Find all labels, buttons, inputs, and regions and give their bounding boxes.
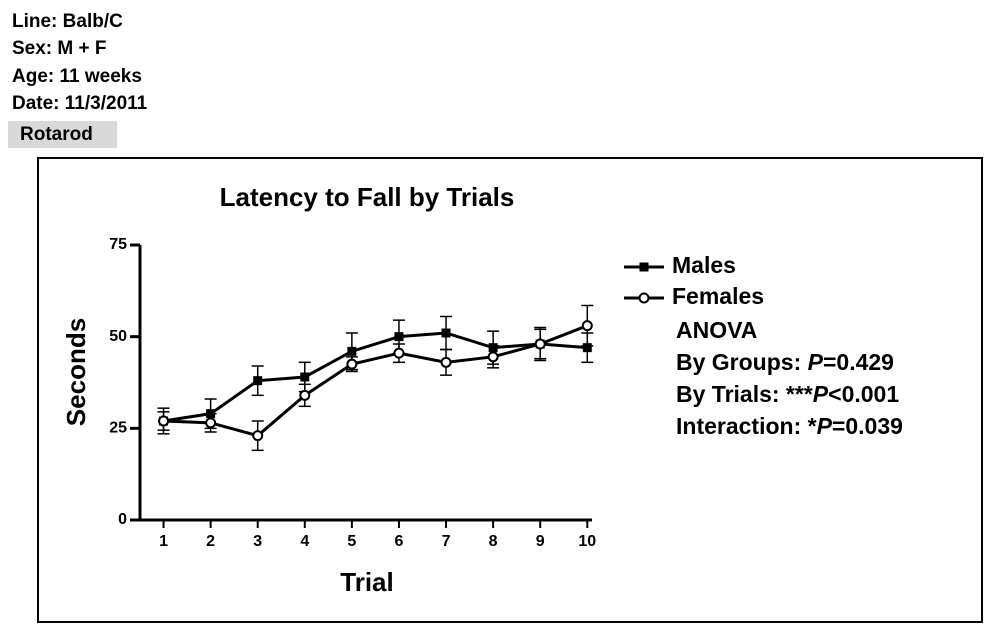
legend-label: Males — [672, 252, 736, 278]
annotation: By Groups: P=0.429 — [676, 349, 894, 375]
marker — [394, 332, 404, 342]
y-tick-label: 25 — [109, 420, 127, 437]
series-line — [163, 331, 588, 423]
header-line: Age: 11 weeks — [12, 66, 142, 87]
annotation: ANOVA — [676, 317, 757, 343]
marker — [488, 343, 498, 353]
y-axis-label: Seconds — [61, 318, 91, 426]
header-line: Sex: M + F — [12, 38, 107, 59]
marker — [205, 417, 217, 429]
annotation-part: By Groups: — [676, 349, 808, 375]
annotation-part: By Trials: *** — [676, 381, 813, 407]
legend-marker — [638, 292, 650, 304]
marker — [206, 409, 216, 419]
marker — [393, 347, 405, 359]
marker — [299, 389, 311, 401]
chart-frame — [37, 157, 983, 623]
marker — [487, 351, 499, 363]
annotation-part: =0.039 — [832, 413, 903, 439]
annotation-part: P — [813, 381, 829, 407]
header-line: Date: 11/3/2011 — [12, 93, 148, 114]
y-tick-label: 75 — [109, 236, 127, 253]
annotation-part: <0.001 — [828, 381, 899, 407]
series-line — [163, 324, 588, 438]
marker — [346, 358, 358, 370]
marker — [440, 356, 452, 368]
marker — [158, 415, 170, 427]
x-tick-label: 2 — [206, 533, 215, 550]
header-line: Line: Balb/C — [12, 11, 123, 32]
x-tick-label: 9 — [536, 533, 545, 550]
tag-box — [8, 121, 117, 148]
annotation: By Trials: ***P<0.001 — [676, 381, 899, 407]
y-tick-label: 0 — [118, 511, 127, 528]
annotation: Interaction: *P=0.039 — [676, 413, 903, 439]
x-tick-label: 1 — [159, 533, 168, 550]
x-axis-label: Trial — [340, 567, 393, 597]
marker — [534, 338, 546, 350]
annotation-part: =0.429 — [823, 349, 894, 375]
x-tick-label: 3 — [253, 533, 262, 550]
y-tick-label: 50 — [109, 328, 127, 345]
x-tick-label: 7 — [442, 533, 451, 550]
annotation-part: Interaction: * — [676, 413, 817, 439]
marker — [582, 343, 592, 353]
x-tick-label: 10 — [578, 533, 596, 550]
annotation-part: P — [808, 349, 824, 375]
annotation-part: ANOVA — [676, 317, 757, 343]
x-tick-label: 4 — [300, 533, 309, 550]
tag: Rotarod — [20, 124, 93, 145]
annotation-part: P — [817, 413, 833, 439]
legend-label: Females — [672, 283, 764, 309]
marker — [252, 430, 264, 442]
marker — [300, 372, 310, 382]
chart-title: Latency to Fall by Trials — [220, 182, 515, 212]
x-tick-label: 8 — [489, 533, 498, 550]
marker — [253, 376, 263, 386]
marker — [441, 328, 451, 338]
marker — [347, 346, 357, 356]
x-tick-label: 6 — [395, 533, 404, 550]
legend-marker — [639, 262, 649, 272]
marker — [581, 320, 593, 332]
x-tick-label: 5 — [347, 533, 356, 550]
